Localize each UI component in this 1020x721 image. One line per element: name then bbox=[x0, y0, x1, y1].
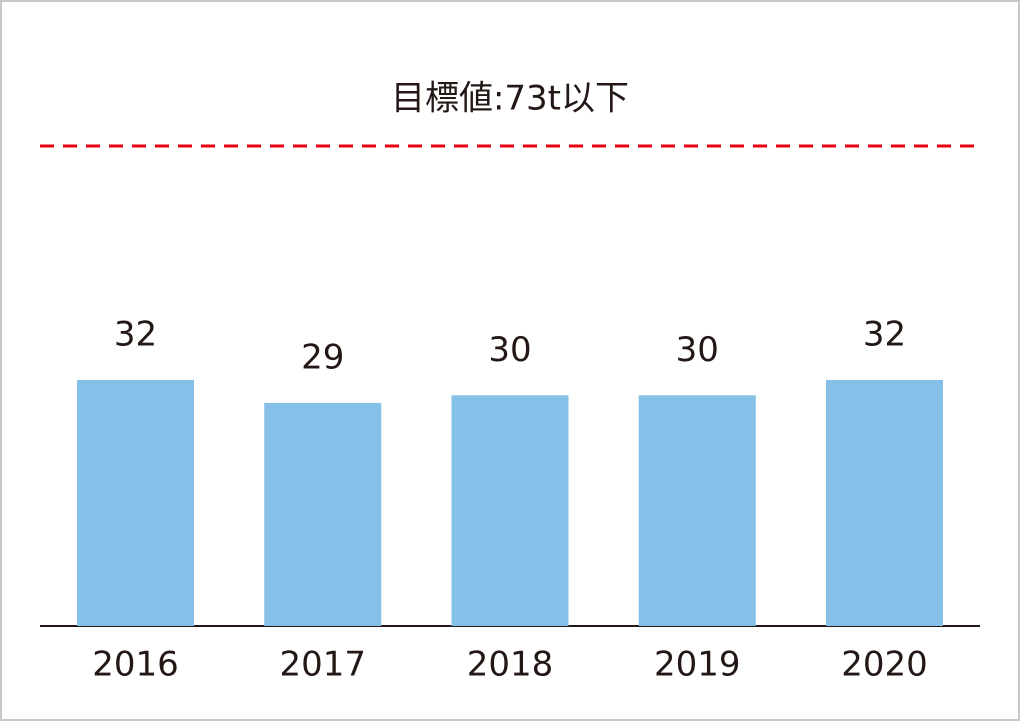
value-label: 32 bbox=[863, 314, 906, 354]
bar bbox=[638, 395, 756, 626]
value-label: 30 bbox=[488, 330, 531, 370]
x-tick-label: 2016 bbox=[92, 645, 179, 685]
bar bbox=[264, 402, 382, 626]
value-label: 32 bbox=[114, 314, 157, 354]
value-label: 30 bbox=[676, 330, 719, 370]
x-tick-label: 2019 bbox=[654, 645, 741, 685]
x-tick-label: 2017 bbox=[279, 645, 366, 685]
bar bbox=[826, 379, 943, 626]
value-label: 29 bbox=[301, 337, 344, 377]
x-tick-label: 2018 bbox=[467, 645, 554, 685]
bar bbox=[451, 395, 569, 626]
bar bbox=[77, 379, 194, 626]
x-tick-label: 2020 bbox=[841, 645, 928, 685]
target-annotation: 目標値:73t以下 bbox=[391, 79, 629, 119]
